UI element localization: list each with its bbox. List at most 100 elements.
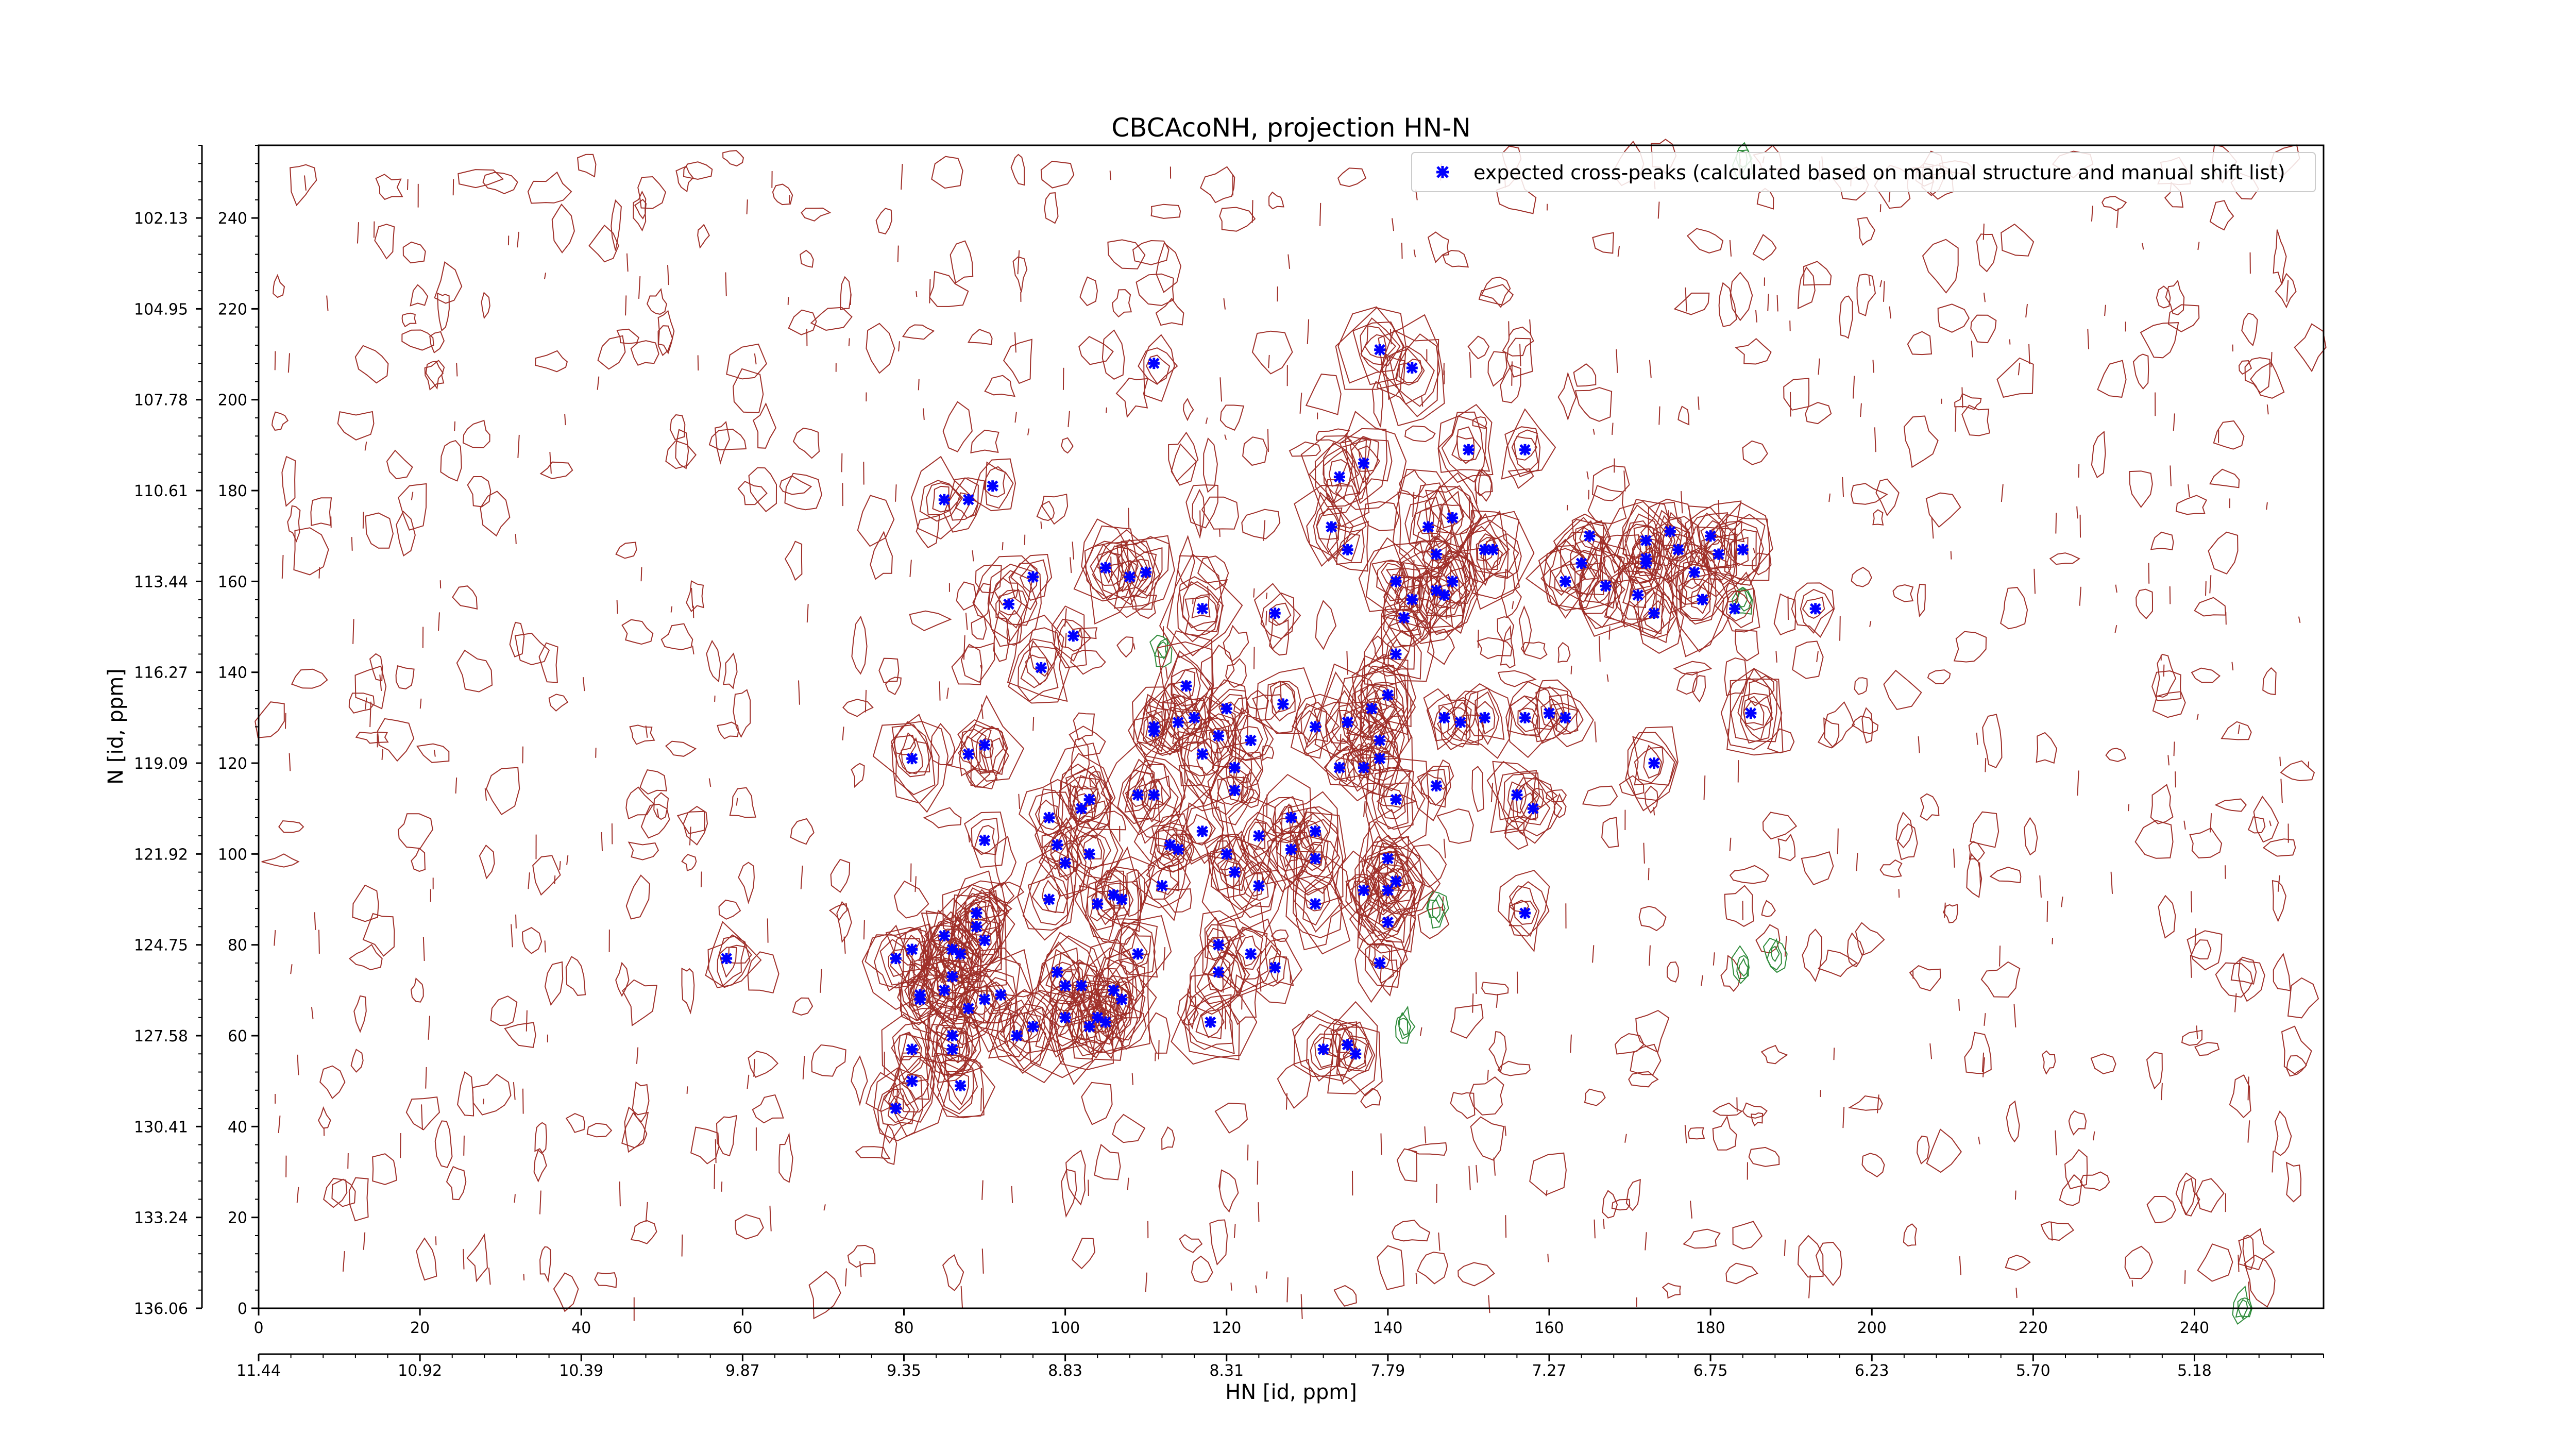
- noise-contour: [625, 295, 626, 315]
- noise-contour: [1254, 647, 1255, 669]
- noise-contour: [1258, 1202, 1259, 1222]
- x-index-tick-label: 140: [1373, 1319, 1402, 1337]
- noise-contour: [682, 1235, 683, 1257]
- cross-peak-marker: [1358, 885, 1369, 896]
- noise-contour: [1253, 588, 1254, 598]
- cross-peak-marker: [1382, 917, 1394, 928]
- noise-contour: [1128, 508, 1129, 529]
- cross-peak-marker: [1528, 803, 1539, 814]
- cross-peak-marker: [1560, 712, 1571, 723]
- y-ppm-tick-label: 102.13: [134, 210, 188, 228]
- cross-peak-marker: [1132, 948, 1144, 959]
- y-index-tick-label: 160: [218, 573, 247, 591]
- noise-contour: [483, 1099, 484, 1104]
- cross-peak-marker: [1689, 567, 1700, 578]
- cross-peak-marker: [1382, 885, 1394, 896]
- cross-peak-marker: [1084, 794, 1095, 805]
- y-index-tick-label: 60: [228, 1027, 247, 1045]
- cross-peak-marker: [1229, 762, 1240, 773]
- cross-peak-marker: [1124, 571, 1136, 583]
- cross-peak-marker: [946, 1030, 958, 1041]
- y-index-tick-label: 180: [218, 482, 247, 500]
- cross-peak-marker: [971, 921, 982, 932]
- cross-peak-marker: [1269, 962, 1281, 973]
- cross-peak-marker: [979, 994, 990, 1005]
- cross-peak-marker: [1100, 1017, 1111, 1028]
- cross-peak-marker: [1318, 1044, 1329, 1055]
- cross-peak-marker: [1197, 825, 1208, 837]
- y-ppm-tick-label: 119.09: [134, 755, 188, 773]
- noise-contour: [2191, 891, 2192, 912]
- cross-peak-marker: [1350, 1048, 1361, 1059]
- cross-peak-marker: [1003, 599, 1014, 610]
- x-index-tick-label: 80: [894, 1319, 913, 1337]
- cross-peak-marker: [906, 1044, 918, 1055]
- cross-peak-marker: [1649, 608, 1660, 619]
- noise-contour: [1505, 1215, 1506, 1238]
- noise-contour: [1219, 529, 1220, 537]
- cross-peak-marker: [1713, 549, 1724, 560]
- noise-contour: [1609, 626, 1610, 639]
- y-axis-label: N [id, ppm]: [104, 668, 128, 785]
- noise-contour: [456, 363, 457, 376]
- noise-contour: [463, 1249, 464, 1269]
- noise-contour: [1999, 946, 2000, 966]
- x-ppm-tick-label: 8.83: [1048, 1362, 1082, 1380]
- noise-contour: [1571, 666, 1572, 674]
- cross-peak-marker: [1173, 844, 1184, 855]
- cross-peak-marker: [1422, 521, 1434, 533]
- noise-contour: [725, 273, 726, 296]
- noise-contour: [454, 421, 455, 431]
- x-ppm-tick-label: 9.87: [725, 1362, 760, 1380]
- noise-contour: [916, 291, 917, 297]
- cross-peak-marker: [914, 994, 926, 1005]
- cross-peak-marker: [1173, 717, 1184, 728]
- cross-peak-marker: [1391, 794, 1402, 805]
- cross-peak-marker: [1189, 712, 1200, 723]
- cross-peak-marker: [1342, 544, 1353, 555]
- noise-contour: [788, 297, 789, 305]
- cross-peak-marker: [1439, 712, 1450, 723]
- noise-contour: [849, 338, 850, 346]
- cross-peak-marker: [1213, 967, 1224, 978]
- cross-peak-marker: [1511, 789, 1522, 801]
- y-ppm-tick-label: 130.41: [134, 1118, 188, 1136]
- x-index-tick-label: 200: [1857, 1319, 1887, 1337]
- cross-peak-marker: [1148, 789, 1160, 801]
- cross-peak-marker: [1487, 544, 1498, 555]
- cross-peak-marker: [1584, 530, 1595, 542]
- noise-contour: [2015, 1191, 2016, 1200]
- noise-contour: [2248, 1076, 2249, 1100]
- cross-peak-marker: [1406, 594, 1418, 605]
- x-ppm-tick-label: 7.79: [1370, 1362, 1405, 1380]
- cross-peak-marker: [1519, 907, 1531, 919]
- noise-contour: [275, 351, 276, 370]
- x-index-tick-label: 240: [2180, 1319, 2209, 1337]
- noise-contour: [440, 580, 441, 588]
- cross-peak-marker: [1310, 898, 1321, 909]
- cross-peak-marker: [1197, 603, 1208, 614]
- cross-peak-marker: [1406, 362, 1418, 374]
- cross-peak-marker: [1245, 735, 1257, 746]
- cross-peak-marker: [939, 985, 950, 996]
- noise-contour: [2174, 741, 2175, 756]
- x-ppm-tick-label: 5.70: [2016, 1362, 2050, 1380]
- noise-contour: [1951, 551, 1952, 560]
- x-index-tick-label: 0: [253, 1319, 263, 1337]
- cross-peak-marker: [1221, 848, 1232, 859]
- cross-peak-marker: [1455, 717, 1466, 728]
- cross-peak-marker: [1342, 717, 1353, 728]
- cross-peak-marker: [979, 739, 990, 751]
- cross-peak-marker: [1060, 857, 1071, 869]
- noise-contour: [701, 871, 702, 887]
- cross-peak-marker: [1358, 762, 1369, 773]
- y-index-tick-label: 120: [218, 755, 247, 773]
- y-index-tick-label: 240: [218, 210, 247, 228]
- cross-peak-marker: [1043, 812, 1055, 823]
- cross-peak-marker: [1463, 444, 1474, 455]
- cross-peak-marker: [906, 753, 918, 764]
- cross-peak-marker: [1447, 576, 1458, 587]
- cross-peak-marker: [1310, 853, 1321, 864]
- cross-peak-marker: [890, 1103, 902, 1114]
- cross-peak-marker: [1027, 1021, 1039, 1032]
